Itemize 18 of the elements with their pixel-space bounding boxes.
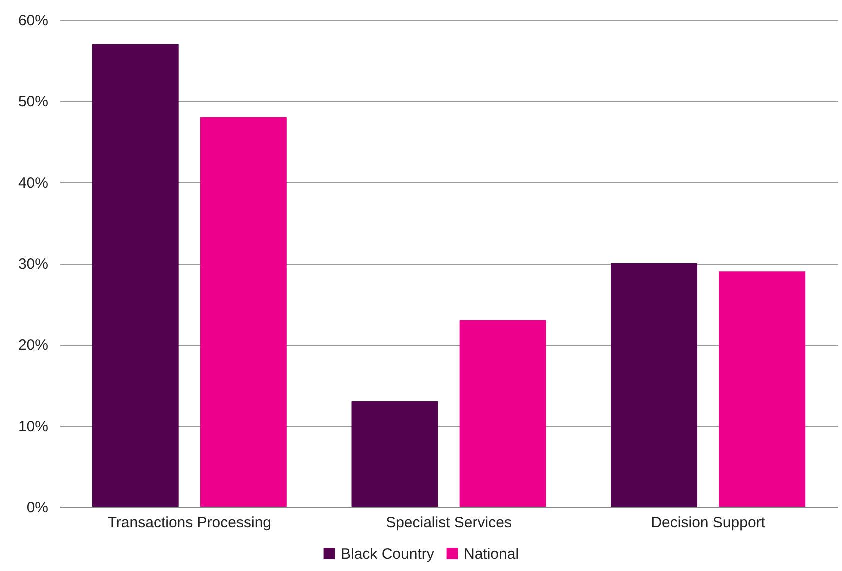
x-tick-label: Specialist Services: [386, 514, 512, 532]
bar: [460, 320, 546, 507]
y-tick-label: 40%: [18, 174, 48, 192]
bar: [611, 264, 698, 507]
bar: [352, 401, 438, 507]
legend-label: National: [464, 546, 520, 563]
x-tick-label: Decision Support: [651, 514, 766, 532]
y-tick-label: 50%: [18, 94, 48, 111]
bar: [719, 272, 806, 507]
x-tick-label: Transactions Processing: [108, 514, 272, 532]
y-tick-label: 0%: [26, 500, 48, 516]
bar: [92, 44, 179, 507]
y-tick-label: 30%: [18, 256, 48, 273]
bar: [200, 117, 287, 507]
legend-label: Black Country: [341, 546, 435, 563]
y-tick-label: 60%: [18, 12, 48, 30]
y-tick-label: 20%: [18, 337, 48, 354]
y-tick-label: 10%: [18, 418, 48, 436]
